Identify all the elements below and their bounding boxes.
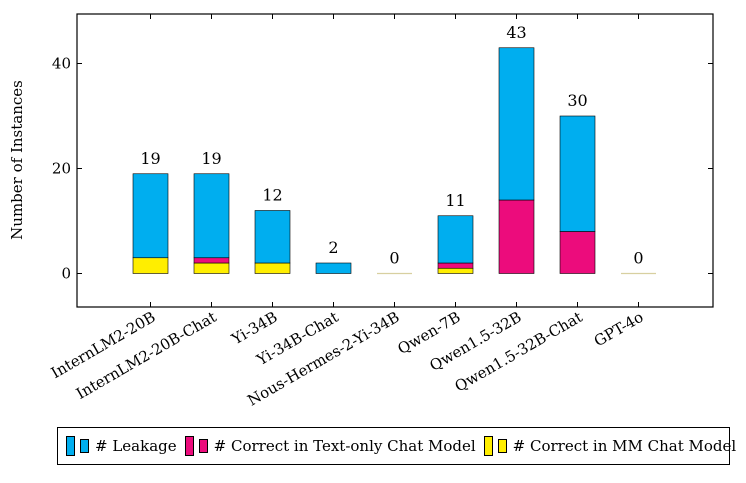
legend-swatch-mm xyxy=(483,436,493,456)
legend-item-text-only: # Correct in Text-only Chat Model xyxy=(184,436,476,456)
legend-label-leakage: # Leakage xyxy=(95,437,177,455)
bar-total-label: 0 xyxy=(633,249,643,268)
legend-swatch-leakage-small xyxy=(80,439,89,453)
bar-segment xyxy=(498,199,535,274)
bar-segment xyxy=(132,257,169,274)
legend-label-mm: # Correct in MM Chat Model xyxy=(512,437,737,455)
bar-total-label: 30 xyxy=(567,91,587,110)
bar-segment xyxy=(437,267,474,274)
bar-segment xyxy=(193,173,230,259)
bar-total-label: 12 xyxy=(262,186,282,205)
legend-swatch-leakage xyxy=(66,436,75,456)
bars-group: 19 19 12 2 0 11 43 30 0 xyxy=(132,23,656,275)
bar-segment xyxy=(315,262,352,274)
legend-item-leakage: # Leakage xyxy=(66,436,177,456)
bar-segment xyxy=(498,47,535,201)
legend-swatch-text-only xyxy=(184,436,194,456)
legend: # Leakage # Correct in Text-only Chat Mo… xyxy=(57,427,736,465)
bar-segment xyxy=(132,173,169,259)
bar-segment xyxy=(193,262,230,274)
y-axis-title: Number of Instances xyxy=(8,80,26,240)
bar-segment xyxy=(437,262,474,269)
bar-segment xyxy=(193,257,230,264)
bar-segment xyxy=(437,215,474,264)
bar-total-label: 19 xyxy=(201,149,221,168)
y-tick-label: 40 xyxy=(52,55,71,73)
y-tick-label: 0 xyxy=(61,265,71,283)
bar-segment xyxy=(254,262,291,274)
x-category-label: GPT-4o xyxy=(591,308,647,350)
legend-swatch-text-only-small xyxy=(198,439,208,453)
bar-segment xyxy=(559,231,596,274)
bar-total-label: 43 xyxy=(506,23,526,42)
bar-total-label: 0 xyxy=(389,249,399,268)
bar-segment xyxy=(254,210,291,264)
bar-segment xyxy=(559,115,596,232)
legend-label-text-only: # Correct in Text-only Chat Model xyxy=(213,437,476,455)
legend-swatch-mm-small xyxy=(497,439,507,453)
bar-total-label: 11 xyxy=(445,191,465,210)
legend-item-mm: # Correct in MM Chat Model xyxy=(483,436,737,456)
bar-total-label: 2 xyxy=(328,238,338,257)
y-tick-label: 20 xyxy=(52,160,71,178)
bar-total-label: 19 xyxy=(140,149,160,168)
